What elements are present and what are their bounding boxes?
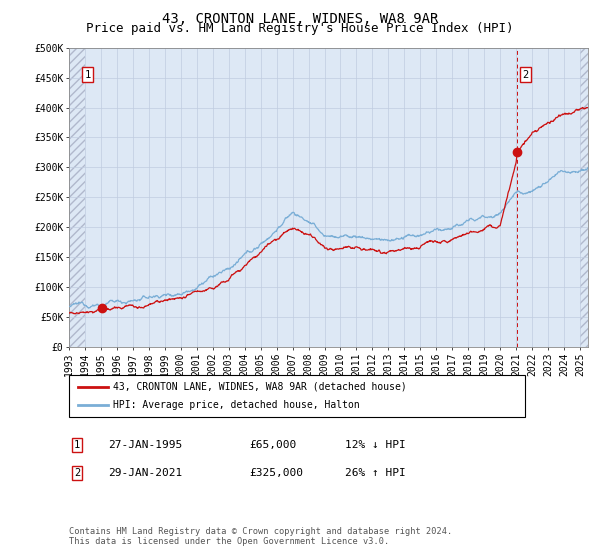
Text: 43, CRONTON LANE, WIDNES, WA8 9AR: 43, CRONTON LANE, WIDNES, WA8 9AR	[162, 12, 438, 26]
Text: 2: 2	[523, 69, 529, 80]
Text: 26% ↑ HPI: 26% ↑ HPI	[345, 468, 406, 478]
Text: Price paid vs. HM Land Registry's House Price Index (HPI): Price paid vs. HM Land Registry's House …	[86, 22, 514, 35]
Text: 27-JAN-1995: 27-JAN-1995	[108, 440, 182, 450]
Text: £65,000: £65,000	[249, 440, 296, 450]
Text: 1: 1	[74, 440, 80, 450]
Text: 1: 1	[84, 69, 91, 80]
Text: Contains HM Land Registry data © Crown copyright and database right 2024.
This d: Contains HM Land Registry data © Crown c…	[69, 526, 452, 546]
Text: HPI: Average price, detached house, Halton: HPI: Average price, detached house, Halt…	[113, 400, 359, 410]
Text: 12% ↓ HPI: 12% ↓ HPI	[345, 440, 406, 450]
Text: £325,000: £325,000	[249, 468, 303, 478]
Text: 29-JAN-2021: 29-JAN-2021	[108, 468, 182, 478]
Text: 2: 2	[74, 468, 80, 478]
Text: 43, CRONTON LANE, WIDNES, WA8 9AR (detached house): 43, CRONTON LANE, WIDNES, WA8 9AR (detac…	[113, 382, 407, 392]
